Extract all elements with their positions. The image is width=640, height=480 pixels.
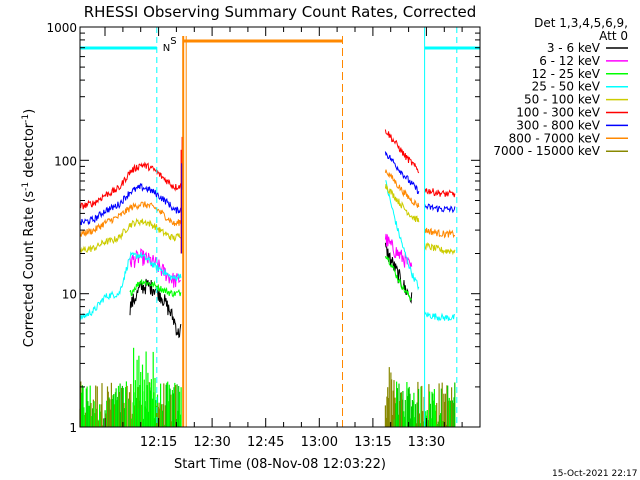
y-axis-label-main: Corrected Count Rate (s xyxy=(22,191,37,348)
legend-label: 3 - 6 keV xyxy=(547,41,601,55)
y-tick-label: 1 xyxy=(69,421,77,435)
legend-label: 7000 - 15000 keV xyxy=(493,144,600,158)
timestamp: 15-Oct-2021 22:17 xyxy=(552,469,637,479)
series-line xyxy=(424,203,456,214)
legend-label: 12 - 25 keV xyxy=(532,67,601,81)
y-tick-label: 100 xyxy=(54,154,77,168)
series-line xyxy=(79,182,182,226)
series-line xyxy=(384,129,420,174)
series-line xyxy=(79,217,182,254)
series-line xyxy=(79,161,182,210)
y-axis-label: Corrected Count Rate (s-1 detector-1) xyxy=(21,109,37,347)
series-line xyxy=(384,242,413,304)
saa-flag-label: S xyxy=(170,36,176,47)
series-layer xyxy=(79,129,456,427)
x-tick-label: 12:30 xyxy=(193,435,230,450)
chart-title: RHESSI Observing Summary Count Rates, Co… xyxy=(84,3,477,21)
series-line xyxy=(424,311,455,322)
legend-label: 800 - 7000 keV xyxy=(509,131,601,145)
x-tick-label: 12:15 xyxy=(140,435,177,450)
x-tick-label: 13:00 xyxy=(301,435,338,450)
x-axis-label: Start Time (08-Nov-08 12:03:22) xyxy=(174,457,386,472)
y-axis-label-sup2: -1 xyxy=(21,114,31,123)
plot-frame xyxy=(79,26,481,428)
series-line xyxy=(384,184,420,223)
series-line xyxy=(129,279,182,298)
series-line xyxy=(79,201,182,237)
series-line xyxy=(79,251,182,322)
series-line xyxy=(129,278,182,339)
series-line xyxy=(129,248,181,288)
series-line xyxy=(384,255,413,302)
legend-header-line1: Det 1,3,4,5,6,9, xyxy=(534,16,628,30)
flag-layer: NS xyxy=(79,27,480,427)
legend-label: 6 - 12 keV xyxy=(539,54,601,68)
series-line xyxy=(385,180,420,291)
x-tick-label: 12:45 xyxy=(247,435,284,450)
legend-header-line2: Att 0 xyxy=(599,29,628,43)
y-tick-label: 1000 xyxy=(46,21,77,35)
series-line xyxy=(384,233,413,268)
y-tick-label: 10 xyxy=(62,288,77,302)
series-line xyxy=(424,242,456,256)
series-line xyxy=(424,188,456,198)
night-flag-label: N xyxy=(163,43,170,54)
y-axis-label-sup1: -1 xyxy=(21,182,31,191)
legend-label: 25 - 50 keV xyxy=(532,80,601,94)
series-line xyxy=(424,227,455,239)
series-line xyxy=(384,169,420,208)
y-axis-label-mid: detector xyxy=(22,122,37,182)
series-line xyxy=(384,151,420,195)
legend-label: 100 - 300 keV xyxy=(516,106,600,120)
axis-layer: 1 10 100 1000 12:15 12:30 12:45 13:00 13:15 13:30 xyxy=(46,21,480,450)
legend-label: 50 - 100 keV xyxy=(524,93,601,107)
legend-label: 300 - 800 keV xyxy=(516,118,600,132)
y-axis-label-end: ) xyxy=(22,109,37,114)
x-tick-label: 13:15 xyxy=(354,435,391,450)
x-tick-label: 13:30 xyxy=(408,435,445,450)
